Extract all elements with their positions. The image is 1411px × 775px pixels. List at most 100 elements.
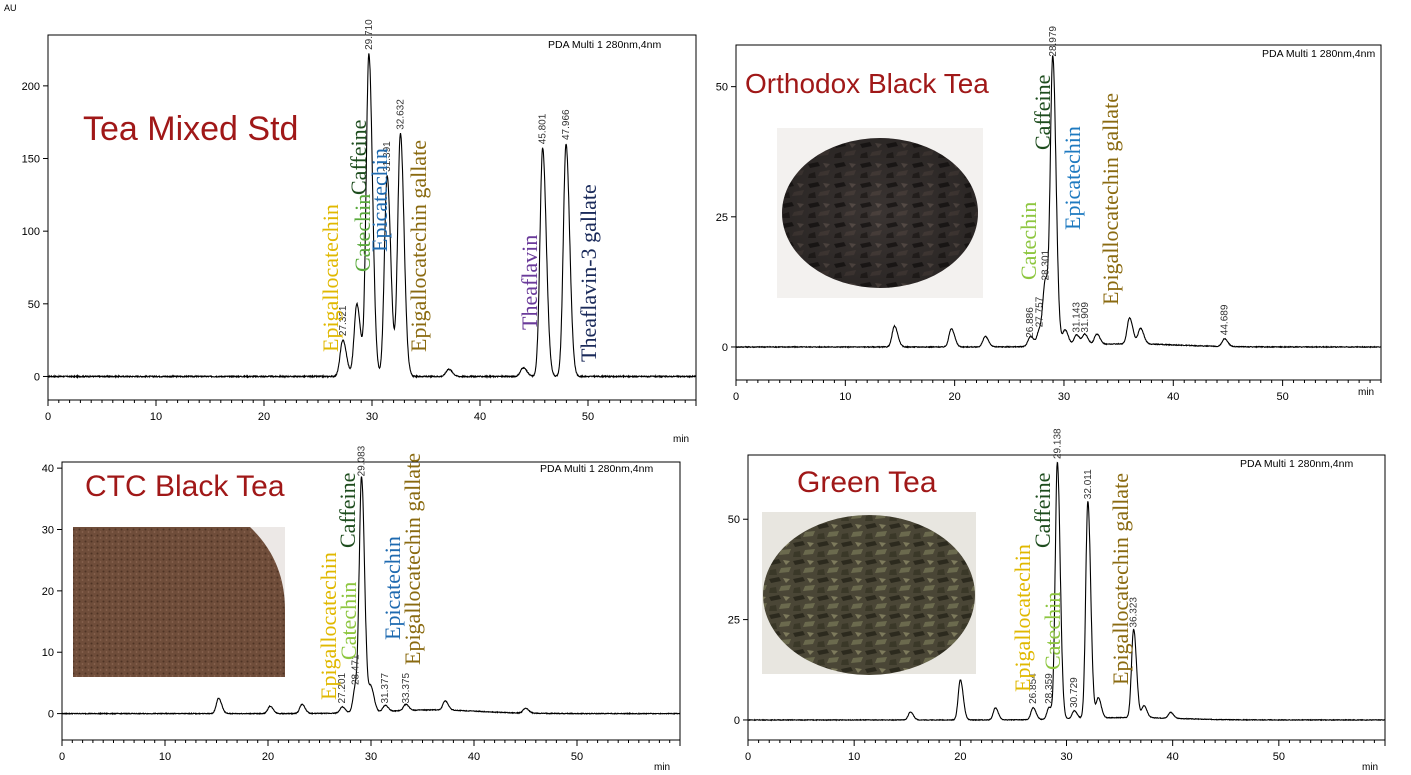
tea-photo (762, 512, 976, 675)
plot-area: 0 25 50 0 10 20 30 40 50 26.854 28.359 29.138 30.729… (728, 428, 1386, 763)
retention-time-label: 28.301 (1040, 249, 1051, 280)
compound-label-epicatechin: Epicatechin (1060, 126, 1085, 230)
chromatogram-trace (47, 53, 697, 380)
detector-header: PDA Multi 1 280nm,4nm (1262, 48, 1375, 60)
retention-time-label: 32.632 (395, 99, 406, 130)
x-tick-label: 40 (468, 751, 480, 763)
panel-green-tea: 0 25 50 0 10 20 30 40 50 26.854 28.359 29.138 30.729… (728, 428, 1386, 773)
y-tick-label: 40 (42, 463, 54, 475)
chart-title: Tea Mixed Std (83, 110, 298, 148)
compound-label-epicatechin: Epicatechin (380, 536, 405, 640)
retention-time-label: 47.966 (561, 109, 572, 140)
x-tick-label: 40 (474, 411, 486, 423)
x-tick-label: 50 (582, 411, 594, 423)
x-tick-label: 40 (1167, 391, 1179, 403)
retention-time-label: 30.729 (1069, 677, 1080, 708)
compound-label-epigallocatechin: Epigallocatechin (318, 204, 343, 352)
x-tick-label: 0 (745, 751, 751, 763)
retention-time-label: 33.375 (401, 672, 412, 703)
y-tick-label: 0 (48, 709, 54, 721)
retention-time-label: 36.323 (1129, 597, 1140, 628)
retention-time-label: 28.979 (1048, 26, 1059, 57)
y-tick-label: 0 (34, 371, 40, 383)
compound-label-epigallocatechin: Epigallocatechin (316, 552, 341, 700)
tea-photo (73, 527, 285, 677)
x-tick-label: 0 (45, 411, 51, 423)
x-axis-unit: min (654, 762, 670, 773)
y-tick-label: 25 (716, 212, 728, 224)
retention-time-label: 44.689 (1220, 304, 1231, 335)
detector-header: PDA Multi 1 280nm,4nm (1240, 458, 1353, 470)
y-tick-label: 100 (22, 226, 40, 238)
x-tick-label: 30 (365, 751, 377, 763)
x-tick-label: 30 (1060, 751, 1072, 763)
panel-tea-mixed-std: 0 50 100 150 200 0 10 20 30 40 50 27.321 29.710 31.39… (22, 19, 697, 445)
x-tick-label: 10 (848, 751, 860, 763)
compound-label-catechin: Catechin (350, 194, 375, 272)
compound-label-catechin: Catechin (336, 582, 361, 660)
retention-time-label: 27.757 (1034, 296, 1045, 327)
retention-time-label: 26.854 (1028, 673, 1039, 704)
x-tick-label: 0 (733, 391, 739, 403)
x-tick-label: 30 (1058, 391, 1070, 403)
x-tick-label: 20 (258, 411, 270, 423)
chromatogram-trace (61, 476, 681, 716)
x-tick-label: 0 (59, 751, 65, 763)
y-tick-label: 25 (728, 615, 740, 627)
y-tick-label: 0 (722, 342, 728, 354)
compound-label-egcg: Epigallocatechin gallate (406, 140, 431, 352)
y-tick-label: 50 (716, 82, 728, 94)
y-tick-label: 20 (42, 586, 54, 598)
y-tick-label: 50 (728, 514, 740, 526)
plot-area: 0 50 100 150 200 0 10 20 30 40 50 27.321 29.710 31.39… (22, 19, 697, 423)
x-axis-unit: min (673, 434, 689, 445)
retention-time-label: 31.143 (1072, 302, 1083, 333)
retention-time-label: 27.201 (337, 672, 348, 703)
chart-title: Orthodox Black Tea (745, 68, 989, 99)
x-axis-unit: min (1362, 762, 1378, 773)
retention-time-label: 28.359 (1044, 673, 1055, 704)
retention-time-label: 31.377 (380, 672, 391, 703)
compound-label-theaflavin: Theaflavin (517, 235, 542, 330)
x-tick-label: 10 (150, 411, 162, 423)
compound-label-caffeine: Caffeine (335, 473, 360, 548)
x-tick-label: 20 (954, 751, 966, 763)
retention-time-label: 29.138 (1052, 428, 1063, 459)
retention-time-label: 26.886 (1025, 307, 1036, 338)
x-tick-label: 20 (262, 751, 274, 763)
retention-time-label: 29.710 (364, 19, 375, 50)
compound-label-catechin: Catechin (1040, 592, 1065, 670)
y-tick-label: 50 (28, 299, 40, 311)
plot-frame (735, 44, 1382, 381)
x-tick-label: 10 (839, 391, 851, 403)
y-tick-label: 200 (22, 81, 40, 93)
x-tick-label: 10 (159, 751, 171, 763)
x-tick-label: 20 (949, 391, 961, 403)
compound-label-caffeine: Caffeine (1030, 473, 1055, 548)
tea-photo (777, 128, 983, 298)
y-tick-label: 10 (42, 647, 54, 659)
compound-label-catechin: Catechin (1016, 202, 1041, 280)
detector-header: PDA Multi 1 280nm,4nm (540, 463, 653, 475)
compound-label-epicatechin: Epicatechin (367, 148, 392, 252)
x-tick-label: 50 (1276, 391, 1288, 403)
compound-label-caffeine: Caffeine (346, 120, 371, 195)
chromatogram-trace (747, 461, 1385, 722)
chromatogram-trace (735, 55, 1382, 349)
x-tick-label: 40 (1167, 751, 1179, 763)
x-tick-label: 30 (366, 411, 378, 423)
retention-time-label: 29.083 (357, 445, 368, 476)
x-axis-unit: min (1358, 387, 1374, 398)
retention-time-label: 31.391 (382, 141, 393, 172)
retention-time-label: 27.321 (338, 305, 349, 336)
retention-time-label: 45.801 (538, 113, 549, 144)
x-tick-label: 50 (1273, 751, 1285, 763)
x-tick-label: 50 (571, 751, 583, 763)
retention-time-label: 32.011 (1083, 469, 1094, 499)
y-tick-label: 30 (42, 525, 54, 537)
